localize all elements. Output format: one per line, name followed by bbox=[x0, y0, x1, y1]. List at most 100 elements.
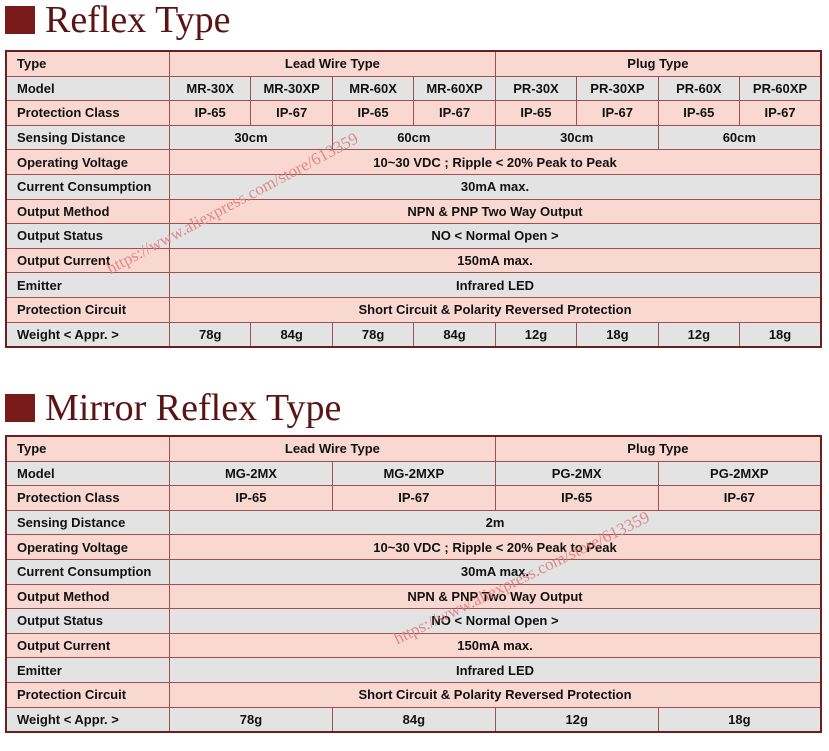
cell: 84g bbox=[413, 321, 496, 348]
row-header: Output Method bbox=[5, 198, 170, 225]
cell: Lead Wire Type bbox=[169, 50, 496, 77]
table-row: Protection Class IP-65 IP-67 IP-65 IP-67 IP-6… bbox=[5, 100, 822, 126]
cell: 60cm bbox=[657, 124, 822, 151]
cell: 84g bbox=[331, 706, 496, 733]
row-header: Emitter bbox=[5, 272, 170, 298]
cell: Infrared LED bbox=[169, 657, 822, 683]
cell: Plug Type bbox=[494, 435, 822, 462]
table-row: Sensing Distance 30cm 60cm 30cm 60cm bbox=[5, 124, 822, 151]
cell: 18g bbox=[657, 706, 822, 733]
cell: Lead Wire Type bbox=[169, 435, 496, 462]
cell: PR-60XP bbox=[739, 75, 822, 102]
cell: PR-60X bbox=[657, 75, 741, 102]
table-row: Protection Class IP-65 IP-67 IP-65 IP-67 bbox=[5, 485, 822, 511]
row-header: Protection Class bbox=[5, 100, 170, 126]
cell: MR-30XP bbox=[250, 75, 333, 102]
table-row: Output Method NPN & PNP Two Way Output bbox=[5, 583, 822, 610]
cell: IP-67 bbox=[413, 100, 496, 126]
row-header: Sensing Distance bbox=[5, 124, 170, 151]
cell: 10~30 VDC ; Ripple < 20% Peak to Peak bbox=[169, 149, 822, 175]
table-row: Sensing Distance 2m bbox=[5, 509, 822, 536]
row-header: Type bbox=[5, 50, 170, 77]
row-header: Operating Voltage bbox=[5, 534, 170, 560]
table-row: Output Current 150mA max. bbox=[5, 632, 822, 659]
cell: IP-65 bbox=[657, 100, 741, 126]
table-row: Model MR-30X MR-30XP MR-60X MR-60XP PR-30X PR-… bbox=[5, 75, 822, 102]
cell: Short Circuit & Polarity Reversed Protec… bbox=[169, 681, 822, 708]
table-row: Weight < Appr. >78g 84g 78g 84g 12g 18g 12g 18g bbox=[5, 321, 822, 348]
cell: PR-30X bbox=[494, 75, 578, 102]
cell: PR-30XP bbox=[576, 75, 659, 102]
cell: MG-2MXP bbox=[331, 460, 496, 487]
cell: Short Circuit & Polarity Reversed Protec… bbox=[169, 296, 822, 323]
cell: 12g bbox=[657, 321, 741, 348]
table-row: Type Lead Wire Type Plug Type bbox=[5, 50, 822, 77]
row-header: Sensing Distance bbox=[5, 509, 170, 536]
cell: 12g bbox=[494, 706, 659, 733]
cell: MR-30X bbox=[168, 75, 252, 102]
cell: MR-60X bbox=[331, 75, 415, 102]
row-header: Operating Voltage bbox=[5, 149, 170, 175]
table-row: Emitter Infrared LED bbox=[5, 657, 822, 683]
row-header: Output Current bbox=[5, 632, 170, 659]
cell: NO < Normal Open > bbox=[169, 223, 822, 249]
row-header: Weight < Appr. > bbox=[5, 706, 170, 733]
table-row: Protection Circuit Short Circuit & Polari… bbox=[5, 296, 822, 323]
cell: IP-67 bbox=[657, 485, 822, 511]
cell: IP-67 bbox=[576, 100, 659, 126]
cell: IP-65 bbox=[169, 485, 333, 511]
row-header: Protection Circuit bbox=[5, 681, 170, 708]
row-header: Protection Circuit bbox=[5, 296, 170, 323]
table-row: Output Method NPN & PNP Two Way Output bbox=[5, 198, 822, 225]
row-header: Protection Class bbox=[5, 485, 170, 511]
row-header: Model bbox=[5, 75, 170, 102]
table-row: Emitter Infrared LED bbox=[5, 272, 822, 298]
table-row: Protection Circuit Short Circuit & Polari… bbox=[5, 681, 822, 708]
cell: NPN & PNP Two Way Output bbox=[169, 198, 822, 225]
cell: PG-2MX bbox=[494, 460, 659, 487]
cell: 30mA max. bbox=[169, 558, 822, 585]
cell: 2m bbox=[169, 509, 822, 536]
table-row: Type Lead Wire Type Plug Type bbox=[5, 435, 822, 462]
table-row: Current Consumption 30mA max. bbox=[5, 173, 822, 200]
row-header: Type bbox=[5, 435, 170, 462]
table-row: Current Consumption 30mA max. bbox=[5, 558, 822, 585]
cell: IP-67 bbox=[739, 100, 822, 126]
cell: IP-67 bbox=[250, 100, 333, 126]
cell: 10~30 VDC ; Ripple < 20% Peak to Peak bbox=[169, 534, 822, 560]
row-header: Model bbox=[5, 460, 170, 487]
cell: 78g bbox=[169, 706, 333, 733]
table-row: Output Status NO < Normal Open > bbox=[5, 223, 822, 249]
row-header: Current Consumption bbox=[5, 558, 170, 585]
cell: IP-65 bbox=[331, 100, 415, 126]
cell: 78g bbox=[331, 321, 415, 348]
cell: 18g bbox=[576, 321, 659, 348]
table-row: Weight < Appr. >78g 84g 12g 18g bbox=[5, 706, 822, 733]
cell: MR-60XP bbox=[413, 75, 496, 102]
cell: NO < Normal Open > bbox=[169, 608, 822, 634]
cell: NPN & PNP Two Way Output bbox=[169, 583, 822, 610]
section-title: Reflex Type bbox=[5, 0, 231, 41]
spec-table: Type Lead Wire Type Plug Type Model MG-2MX MG… bbox=[5, 435, 822, 734]
row-header: Emitter bbox=[5, 657, 170, 683]
cell: IP-65 bbox=[494, 485, 659, 511]
cell: 18g bbox=[739, 321, 822, 348]
row-header: Weight < Appr. > bbox=[5, 321, 170, 348]
row-header: Output Status bbox=[5, 608, 170, 634]
cell: 150mA max. bbox=[169, 247, 822, 274]
row-header: Output Current bbox=[5, 247, 170, 274]
cell: 60cm bbox=[331, 124, 496, 151]
spec-table: Type Lead Wire Type Plug Type Model MR-30X MR… bbox=[5, 50, 822, 349]
table-row: Output Status NO < Normal Open > bbox=[5, 608, 822, 634]
table-row: Operating Voltage 10~30 VDC ; Ripple < 20… bbox=[5, 149, 822, 175]
row-header: Current Consumption bbox=[5, 173, 170, 200]
cell: Infrared LED bbox=[169, 272, 822, 298]
cell: Plug Type bbox=[494, 50, 822, 77]
cell: IP-65 bbox=[168, 100, 252, 126]
table-row: Model MG-2MX MG-2MXP PG-2MX PG-2MXP bbox=[5, 460, 822, 487]
cell: MG-2MX bbox=[169, 460, 333, 487]
cell: 150mA max. bbox=[169, 632, 822, 659]
cell: PG-2MXP bbox=[657, 460, 822, 487]
cell: IP-65 bbox=[494, 100, 578, 126]
